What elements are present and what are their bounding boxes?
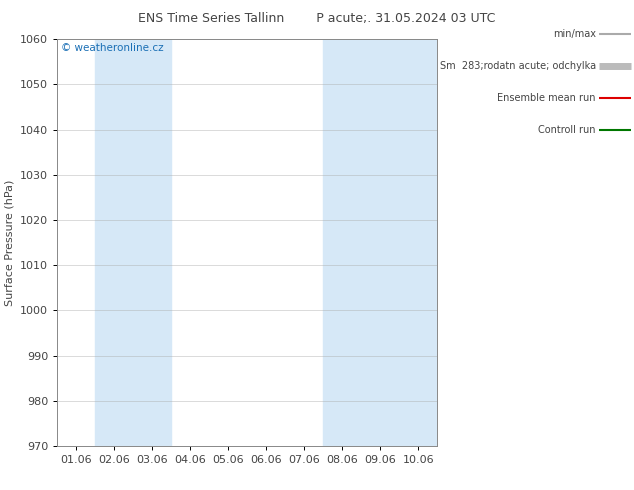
Text: Controll run: Controll run: [538, 125, 596, 135]
Bar: [323, 39, 361, 446]
Bar: [95, 39, 133, 446]
Text: Ensemble mean run: Ensemble mean run: [498, 93, 596, 103]
Text: © weatheronline.cz: © weatheronline.cz: [61, 43, 164, 53]
Bar: [133, 39, 171, 446]
Text: ENS Time Series Tallinn        P acute;. 31.05.2024 03 UTC: ENS Time Series Tallinn P acute;. 31.05.…: [138, 12, 496, 25]
Text: min/max: min/max: [553, 29, 596, 39]
Y-axis label: Surface Pressure (hPa): Surface Pressure (hPa): [4, 179, 15, 306]
Bar: [399, 39, 437, 446]
Bar: [361, 39, 399, 446]
Text: Sm  283;rodatn acute; odchylka: Sm 283;rodatn acute; odchylka: [440, 61, 596, 71]
